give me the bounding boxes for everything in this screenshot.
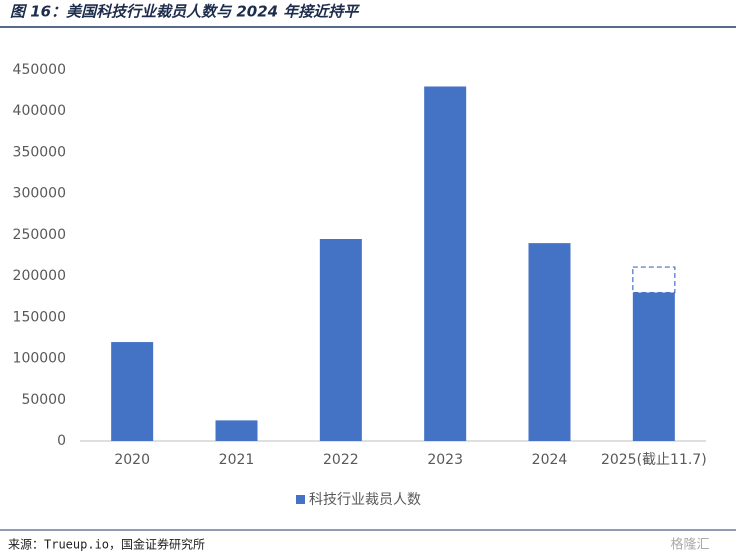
- y-tick-label: 450000: [13, 62, 66, 78]
- bar: [319, 239, 362, 441]
- bar: [632, 292, 675, 441]
- x-tick-label: 2020: [114, 452, 150, 468]
- y-tick-label: 100000: [13, 351, 66, 367]
- x-tick-label: 2022: [323, 452, 359, 468]
- bar: [215, 420, 258, 441]
- legend-label: 科技行业裁员人数: [309, 492, 421, 508]
- y-tick-label: 300000: [13, 186, 66, 202]
- x-tick-label: 2023: [427, 452, 463, 468]
- legend-swatch: [296, 495, 305, 504]
- y-tick-label: 0: [57, 433, 66, 449]
- bar: [424, 86, 467, 441]
- y-tick-label: 350000: [13, 144, 66, 160]
- y-tick-label: 250000: [13, 227, 66, 243]
- y-tick-label: 50000: [21, 392, 66, 408]
- x-tick-label: 2025(截止11.7): [601, 452, 707, 468]
- y-tick-label: 200000: [13, 268, 66, 284]
- watermark: 格隆汇: [670, 537, 709, 553]
- y-tick-label: 400000: [13, 103, 66, 119]
- chart-title: 图 16：美国科技行业裁员人数与 2024 年接近持平: [10, 3, 360, 21]
- y-tick-label: 150000: [13, 309, 66, 325]
- bar: [528, 243, 571, 441]
- bar: [111, 342, 154, 441]
- x-tick-label: 2024: [532, 452, 568, 468]
- x-tick-label: 2021: [219, 452, 255, 468]
- source: 来源：Trueup.io，国金证券研究所: [8, 537, 205, 552]
- dashed-bar: [632, 266, 676, 294]
